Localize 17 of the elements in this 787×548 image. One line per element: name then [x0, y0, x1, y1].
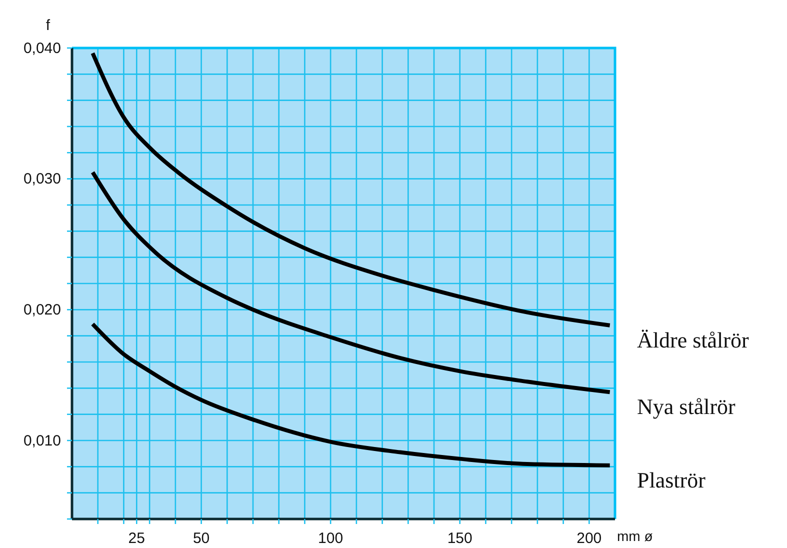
x-tick-label: 50	[192, 530, 210, 547]
x-tick-label: 150	[447, 530, 472, 547]
y-tick-label: 0,010	[23, 432, 61, 450]
y-tick-label: 0,040	[23, 40, 61, 57]
series-label: Plaströr	[637, 467, 706, 492]
y-tick-label: 0,020	[23, 301, 61, 318]
x-tick-label: 25	[128, 530, 145, 547]
line-series	[90, 170, 612, 394]
x-tick-label: 100	[318, 530, 344, 547]
series-label: Nya stålrör	[637, 394, 736, 420]
line-series	[90, 51, 612, 328]
y-tick-label: 0,030	[23, 170, 61, 188]
y-axis-title: f	[46, 17, 51, 34]
x-tick-label: 200	[576, 530, 602, 547]
line-series	[90, 322, 612, 468]
series-label: Äldre stålrör	[637, 327, 750, 352]
x-axis-title: mm ø	[617, 528, 654, 544]
